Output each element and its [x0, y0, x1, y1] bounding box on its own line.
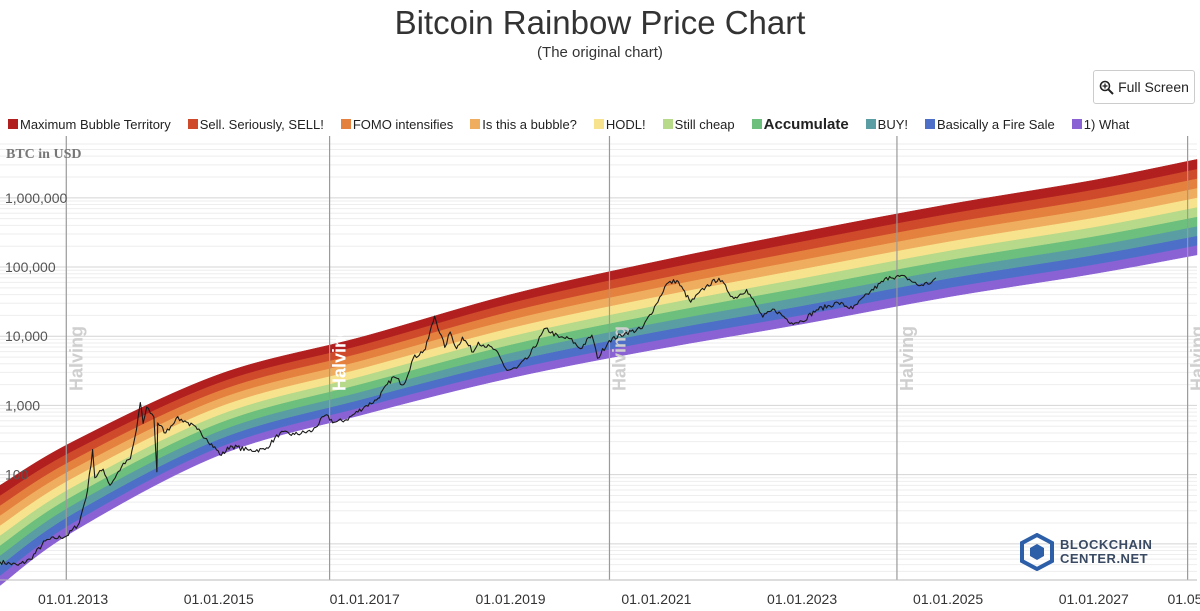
legend-label: 1) What: [1083, 116, 1130, 132]
legend-swatch: [187, 119, 198, 129]
y-tick-label: 1,000,000: [5, 190, 67, 206]
legend-swatch: [1071, 119, 1082, 129]
logo-line1: BLOCKCHAIN: [1060, 537, 1153, 552]
x-tick-label: 01.01.2017: [330, 591, 400, 607]
halving-label: Halving: [610, 326, 630, 391]
legend-label: Still cheap: [674, 116, 735, 132]
x-tick-label: 01.01.2019: [475, 591, 545, 607]
legend-swatch: [751, 119, 762, 129]
legend-item[interactable]: Sell. Seriously, SELL!: [187, 116, 324, 132]
legend-item[interactable]: Still cheap: [662, 116, 735, 132]
legend-swatch: [925, 119, 936, 129]
legend-label: HODL!: [605, 116, 646, 132]
x-tick-label: 01.01.2015: [184, 591, 254, 607]
halving-label: Halving: [897, 326, 917, 391]
legend-label: Is this a bubble?: [482, 116, 577, 132]
legend-swatch: [8, 119, 18, 129]
legend-label: Accumulate: [763, 115, 849, 133]
full-screen-label: Full Screen: [1118, 79, 1189, 95]
legend-swatch: [593, 119, 604, 129]
zoom-icon: [1099, 80, 1114, 95]
rainbow-chart: Halving Halving Halving Halving Halving BTC i…: [0, 136, 1200, 607]
legend-item[interactable]: FOMO intensifies: [340, 116, 454, 132]
legend-label: Maximum Bubble Territory: [20, 116, 171, 132]
y-tick-label: 100: [5, 467, 29, 483]
rainbow-band: [0, 159, 1198, 496]
halving-label: Halving: [1188, 326, 1200, 391]
x-tick-label: 01.01.2021: [621, 591, 691, 607]
legend-label: Sell. Seriously, SELL!: [199, 116, 324, 132]
y-axis-label: BTC in USD: [6, 147, 81, 162]
btc-price-line: [0, 274, 937, 566]
x-tick-label: 01.01.2025: [913, 591, 983, 607]
legend-swatch: [662, 119, 673, 129]
legend-label: BUY!: [877, 116, 909, 132]
legend-item[interactable]: Is this a bubble?: [470, 117, 577, 132]
x-tick-label: 01.01.2023: [767, 591, 837, 607]
legend-item[interactable]: Accumulate: [751, 115, 849, 133]
blockchain-cube-icon: [1020, 533, 1054, 571]
y-tick-label: 100,000: [5, 259, 56, 275]
chart-title: Bitcoin Rainbow Price Chart: [394, 4, 806, 41]
legend-label: FOMO intensifies: [352, 116, 454, 132]
x-tick-label: 01.01.2013: [38, 591, 108, 607]
legend-item[interactable]: Maximum Bubble Territory: [8, 117, 171, 132]
halving-label: Halving: [66, 326, 86, 391]
legend-swatch: [470, 119, 481, 129]
y-tick-label: 1,000: [5, 397, 40, 413]
legend-swatch: [865, 119, 876, 129]
legend-item[interactable]: 1) What: [1071, 116, 1130, 132]
x-tick-label: 01.01.2027: [1059, 591, 1129, 607]
halving-label: Halving: [330, 326, 350, 391]
y-tick-label: 10,000: [5, 328, 48, 344]
legend-label: Basically a Fire Sale: [937, 116, 1055, 132]
legend: Maximum Bubble Territory Sell. Seriously,…: [8, 114, 1198, 134]
x-tick-label: 01.05...: [1167, 591, 1200, 607]
legend-item[interactable]: HODL!: [593, 116, 646, 132]
chart-subtitle: (The original chart): [537, 44, 663, 61]
legend-item[interactable]: Basically a Fire Sale: [925, 117, 1055, 132]
legend-swatch: [340, 119, 351, 129]
legend-item[interactable]: BUY!: [865, 116, 909, 132]
full-screen-button[interactable]: Full Screen: [1093, 70, 1195, 104]
blockchaincenter-logo: BLOCKCHAIN CENTER.NET: [1020, 531, 1170, 573]
logo-line2: CENTER.NET: [1060, 551, 1149, 566]
